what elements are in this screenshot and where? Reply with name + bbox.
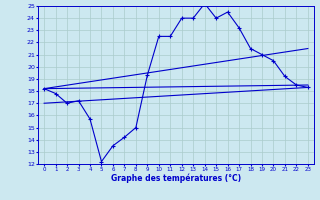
X-axis label: Graphe des températures (°C): Graphe des températures (°C) [111, 174, 241, 183]
